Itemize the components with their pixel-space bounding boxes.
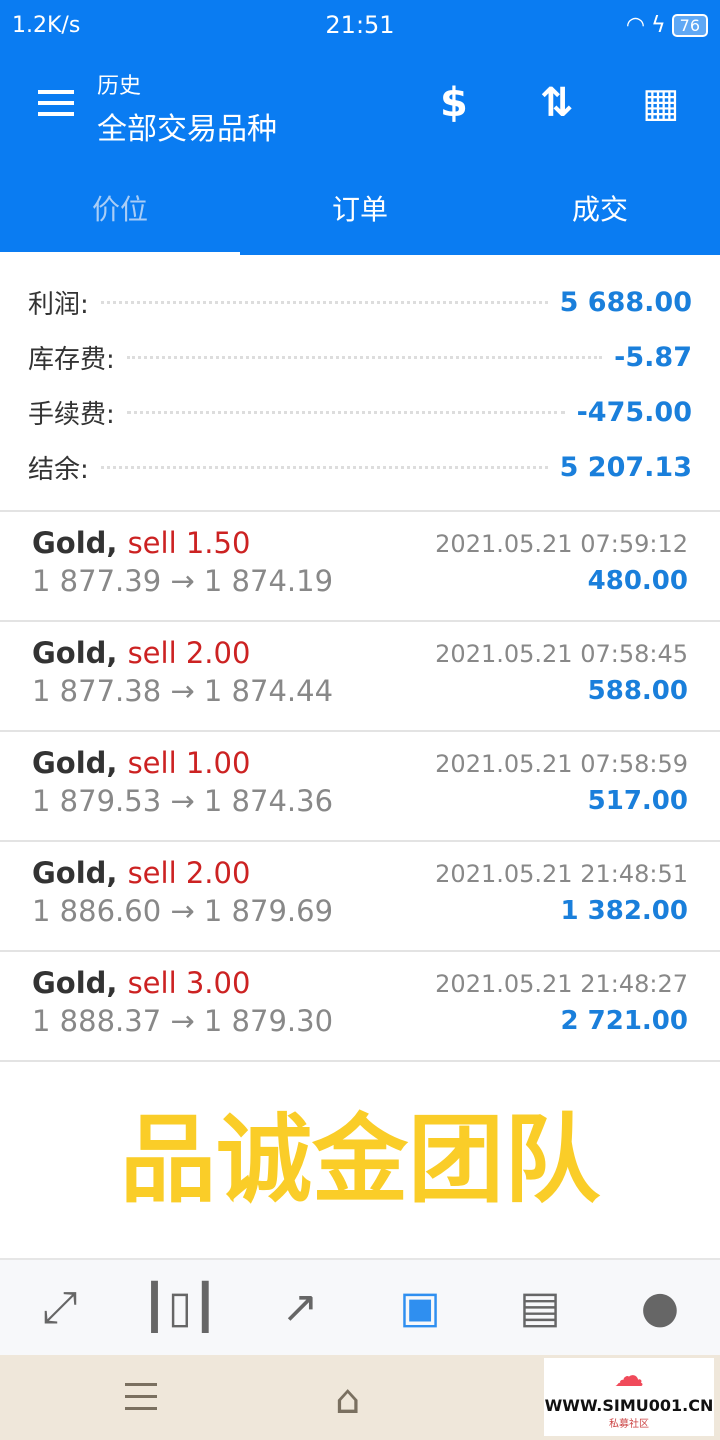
label: 库存费: [28, 345, 115, 375]
summary-balance: 结余: 5 207.13 [0, 440, 720, 495]
currency-exchange-icon[interactable]: $ [440, 80, 468, 126]
quotes-icon[interactable]: ⤢ [42, 1282, 78, 1333]
deal-profit: 2 721.00 [560, 1006, 688, 1036]
header-subtitle: 历史 [97, 74, 142, 99]
app-header: 1.2K/s 21:51 ◠ ϟ 76 历史 全部交易品种 $ ⇅ ▦ 价位 订单 … [0, 0, 720, 255]
status-bar: 1.2K/s 21:51 ◠ ϟ 76 [0, 0, 720, 50]
network-speed: 1.2K/s [12, 12, 81, 38]
value: 5 207.13 [559, 452, 692, 483]
deal-row[interactable]: Gold, sell 1.50 1 877.39 → 1 874.19 2021… [0, 512, 720, 622]
deal-side: sell 2.00 [127, 636, 251, 670]
summary: 利润: 5 688.00 库存费: -5.87 手续费: -475.00 结余: 5 2… [0, 275, 720, 495]
label: 利润: [28, 290, 89, 320]
deal-side: sell 2.00 [127, 856, 251, 890]
summary-commission: 手续费: -475.00 [0, 385, 720, 440]
home-icon[interactable]: ⌂ [335, 1377, 361, 1423]
header-title[interactable]: 全部交易品种 [97, 112, 277, 147]
deal-prices: 1 888.37 → 1 879.30 [32, 1004, 334, 1038]
menu-icon[interactable] [38, 90, 74, 123]
calendar-icon[interactable]: ▦ [642, 80, 680, 126]
symbol: Gold, [32, 746, 118, 780]
value: -5.87 [614, 342, 692, 373]
deal-symbol: Gold, sell 2.00 [32, 636, 250, 670]
deal-row[interactable]: Gold, sell 3.00 1 888.37 → 1 879.30 2021… [0, 952, 720, 1062]
deal-profit: 1 382.00 [560, 896, 688, 926]
summary-profit: 利润: 5 688.00 [0, 275, 720, 330]
logo-caption: 私募社区 [609, 1419, 649, 1430]
bottom-nav: ⤢ ┃▯┃ ↗ ▣ ▤ ● [0, 1258, 720, 1355]
deal-datetime: 2021.05.21 07:59:12 [435, 530, 688, 558]
chat-icon[interactable]: ● [640, 1282, 680, 1333]
news-icon[interactable]: ▤ [519, 1282, 561, 1333]
summary-swap: 库存费: -5.87 [0, 330, 720, 385]
deal-symbol: Gold, sell 3.00 [32, 966, 250, 1000]
deal-datetime: 2021.05.21 07:58:59 [435, 750, 688, 778]
wifi-icon: ◠ [625, 12, 646, 38]
deal-side: sell 1.50 [127, 526, 251, 560]
watermark: 品诚金团队 [120, 1104, 600, 1216]
tab-orders[interactable]: 订单 [331, 192, 388, 226]
deal-profit: 517.00 [587, 786, 688, 816]
deal-profit: 480.00 [587, 566, 688, 596]
deal-side: sell 3.00 [127, 966, 251, 1000]
tab-deals[interactable]: 成交 [571, 192, 628, 226]
tab-positions[interactable]: 价位 [91, 192, 148, 226]
clock: 21:51 [325, 11, 395, 39]
charging-icon: ϟ [651, 12, 666, 38]
deal-symbol: Gold, sell 1.00 [32, 746, 250, 780]
value: 5 688.00 [559, 287, 692, 318]
deal-profit: 588.00 [587, 676, 688, 706]
system-nav: ⌂ ☁ WWW.SIMU001.CN 私募社区 [0, 1355, 720, 1440]
deal-symbol: Gold, sell 2.00 [32, 856, 250, 890]
trade-icon[interactable]: ↗ [281, 1282, 319, 1333]
deal-row[interactable]: Gold, sell 1.00 1 879.53 → 1 874.36 2021… [0, 732, 720, 842]
label: 手续费: [28, 400, 115, 430]
tab-indicator [0, 252, 240, 256]
deal-prices: 1 877.39 → 1 874.19 [32, 564, 334, 598]
deal-prices: 1 886.60 → 1 879.69 [32, 894, 334, 928]
value: -475.00 [576, 397, 692, 428]
battery-level: 76 [671, 13, 708, 37]
symbol: Gold, [32, 526, 118, 560]
label: 结余: [28, 455, 89, 485]
logo-icon: ☁ [614, 1359, 644, 1394]
history-inbox-icon[interactable]: ▣ [399, 1282, 441, 1333]
deal-datetime: 2021.05.21 21:48:51 [435, 860, 688, 888]
deal-prices: 1 877.38 → 1 874.44 [32, 674, 334, 708]
symbol: Gold, [32, 966, 118, 1000]
recent-apps-icon[interactable] [125, 1383, 157, 1419]
deal-prices: 1 879.53 → 1 874.36 [32, 784, 334, 818]
deal-datetime: 2021.05.21 07:58:45 [435, 640, 688, 668]
symbol: Gold, [32, 856, 118, 890]
chart-candles-icon[interactable]: ┃▯┃ [141, 1282, 219, 1333]
sort-icon[interactable]: ⇅ [540, 80, 574, 126]
deal-row[interactable]: Gold, sell 2.00 1 877.38 → 1 874.44 2021… [0, 622, 720, 732]
logo-url: WWW.SIMU001.CN [544, 1396, 714, 1415]
symbol: Gold, [32, 636, 118, 670]
deal-side: sell 1.00 [127, 746, 251, 780]
deal-symbol: Gold, sell 1.50 [32, 526, 250, 560]
deal-row[interactable]: Gold, sell 2.00 1 886.60 → 1 879.69 2021… [0, 842, 720, 952]
site-logo: ☁ WWW.SIMU001.CN 私募社区 [544, 1358, 714, 1436]
deal-datetime: 2021.05.21 21:48:27 [435, 970, 688, 998]
